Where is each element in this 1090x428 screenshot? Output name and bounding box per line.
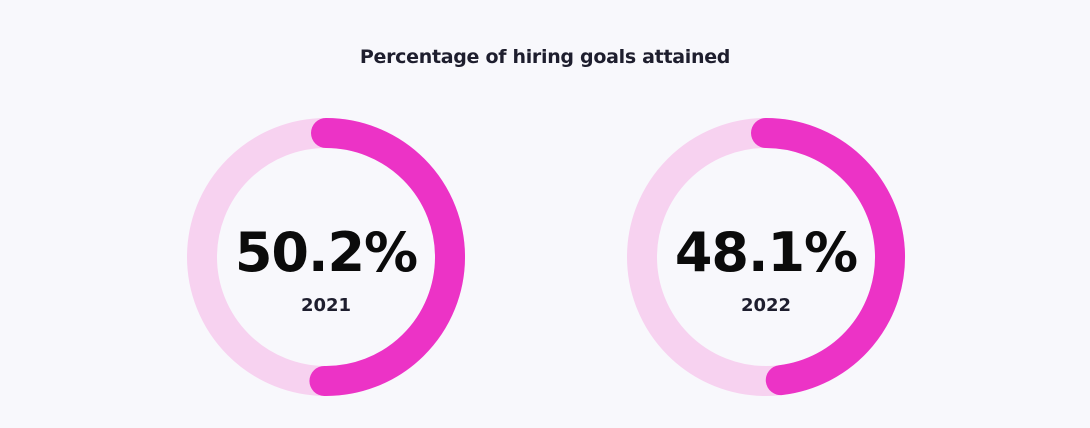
donut-2022-svg <box>627 118 905 396</box>
donut-value-arc <box>309 118 465 396</box>
donut-value-label: 48.1% <box>674 221 858 284</box>
donut-2021-svg <box>187 118 465 396</box>
donut-2021: 50.2% 2021 <box>186 117 466 397</box>
donut-year-label: 2021 <box>300 295 352 316</box>
chart-title: Percentage of hiring goals attained <box>359 46 731 68</box>
donut-value-label: 50.2% <box>234 221 418 284</box>
donut-value-arc <box>751 118 905 396</box>
donut-2022: 48.1% 2022 <box>626 117 906 397</box>
donut-year-label: 2022 <box>740 295 792 316</box>
